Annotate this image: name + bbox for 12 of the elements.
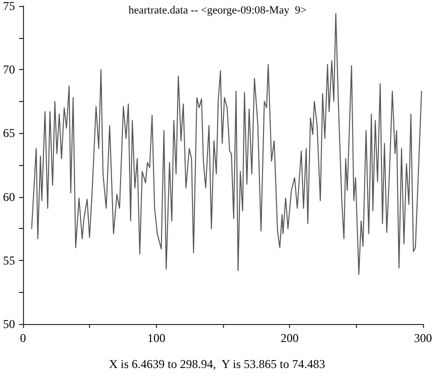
y-tick-label: 70: [3, 62, 15, 77]
x-tick-label: 200: [280, 331, 299, 345]
y-tick-label: 65: [3, 126, 15, 140]
chart-title: heartrate.data -- <george-09:08-May 9>: [128, 4, 307, 16]
y-tick-label: 50: [3, 317, 15, 331]
y-tick-label: 75: [3, 0, 15, 13]
text: X is 6.4639 to 298.94, Y is 53.865 to 74.483: [108, 357, 326, 371]
x-tick-label: 100: [147, 331, 166, 345]
x-tick-label: 300: [414, 331, 432, 345]
y-tick-label: 55: [3, 253, 15, 268]
x-tick-label: 0: [20, 331, 26, 345]
y-tick-label: 60: [3, 190, 15, 204]
